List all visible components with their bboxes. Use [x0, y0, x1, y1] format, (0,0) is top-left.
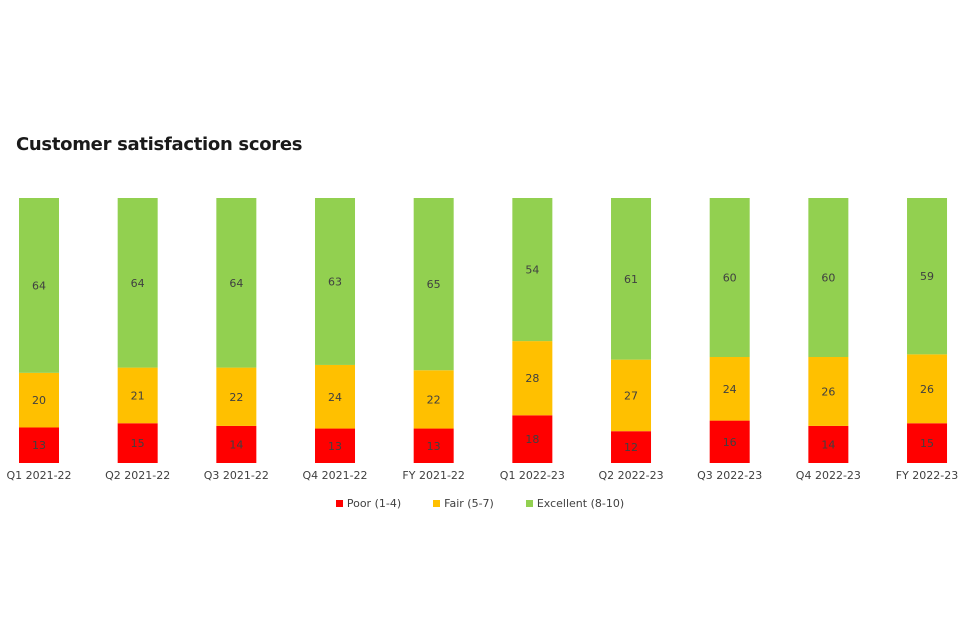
legend-swatch-poor [335, 500, 343, 507]
data-label-excellent-8: 60 [821, 272, 835, 285]
data-label-excellent-2: 64 [229, 277, 243, 290]
chart-title: Customer satisfaction scores [16, 134, 303, 155]
data-label-excellent-4: 65 [427, 278, 441, 291]
data-label-fair-7: 24 [723, 383, 737, 396]
bar-excellent-8[interactable] [808, 198, 849, 357]
data-label-poor-8: 14 [821, 438, 835, 451]
bar-excellent-6[interactable] [611, 198, 652, 360]
data-label-fair-3: 24 [328, 391, 342, 404]
bar-poor-8[interactable] [808, 425, 849, 463]
bar-poor-6[interactable] [611, 431, 652, 463]
data-label-poor-7: 16 [723, 436, 737, 449]
x-tick-label-1: Q2 2021-22 [105, 469, 170, 482]
data-label-excellent-1: 64 [131, 277, 145, 290]
legend-swatch-fair [433, 500, 441, 507]
x-tick-label-7: Q3 2022-23 [697, 469, 762, 482]
bar-excellent-0[interactable] [19, 198, 59, 373]
data-label-fair-8: 26 [821, 385, 835, 398]
bar-excellent-2[interactable] [216, 198, 257, 368]
bar-excellent-4[interactable] [413, 198, 454, 371]
bar-fair-2[interactable] [216, 367, 257, 426]
data-label-fair-9: 26 [920, 383, 934, 396]
bar-excellent-1[interactable] [117, 198, 158, 368]
bar-poor-9[interactable] [907, 423, 948, 463]
data-label-poor-6: 12 [624, 441, 638, 454]
legend-item-poor[interactable]: Poor (1-4) [335, 497, 402, 510]
data-label-excellent-9: 59 [920, 270, 934, 283]
data-label-poor-3: 13 [328, 440, 342, 453]
x-tick-label-8: Q4 2022-23 [796, 469, 861, 482]
data-label-poor-9: 15 [920, 437, 934, 450]
bar-poor-0[interactable] [19, 427, 59, 463]
legend-swatch-excellent [525, 500, 533, 507]
bar-fair-0[interactable] [19, 372, 59, 428]
legend-label-fair: Fair (5-7) [444, 497, 494, 510]
data-label-excellent-0: 64 [32, 279, 46, 292]
legend: Poor (1-4) Fair (5-7) Excellent (8-10) [0, 497, 960, 510]
bar-poor-4[interactable] [413, 428, 454, 463]
bars-group: 13 20 64 15 21 64 14 22 64 13 24 63 13 22 65 18 28 54 12 27… [19, 198, 948, 463]
bar-fair-7[interactable] [709, 357, 750, 421]
data-label-excellent-6: 61 [624, 273, 638, 286]
data-label-poor-2: 14 [229, 438, 243, 451]
bar-fair-6[interactable] [611, 359, 652, 432]
legend-label-excellent: Excellent (8-10) [536, 497, 625, 510]
x-tick-label-6: Q2 2022-23 [598, 469, 663, 482]
data-label-poor-0: 13 [32, 439, 46, 452]
bar-fair-3[interactable] [315, 364, 356, 429]
data-label-poor-5: 18 [525, 433, 539, 446]
bar-poor-2[interactable] [216, 425, 257, 463]
x-tick-label-2: Q3 2021-22 [204, 469, 269, 482]
x-axis-labels: Q1 2021-22 Q2 2021-22 Q3 2021-22 Q4 2021-22… [6, 469, 958, 482]
bar-poor-3[interactable] [315, 428, 356, 463]
bar-excellent-7[interactable] [709, 198, 750, 357]
bar-fair-8[interactable] [808, 357, 849, 426]
bar-poor-7[interactable] [709, 420, 750, 463]
bar-excellent-3[interactable] [315, 198, 356, 365]
x-tick-label-0: Q1 2021-22 [6, 469, 71, 482]
data-label-poor-1: 15 [131, 437, 145, 450]
data-label-fair-1: 21 [131, 389, 145, 402]
data-label-excellent-5: 54 [525, 264, 539, 277]
data-label-fair-5: 28 [525, 372, 539, 385]
x-tick-label-4: FY 2021-22 [402, 469, 465, 482]
data-label-excellent-3: 63 [328, 275, 342, 288]
bar-poor-5[interactable] [512, 415, 553, 463]
data-label-poor-4: 13 [427, 440, 441, 453]
x-tick-label-5: Q1 2022-23 [500, 469, 565, 482]
bar-fair-4[interactable] [413, 370, 454, 429]
bar-fair-9[interactable] [907, 354, 948, 424]
bar-fair-1[interactable] [117, 367, 158, 424]
data-label-fair-2: 22 [229, 391, 243, 404]
x-tick-label-9: FY 2022-23 [896, 469, 959, 482]
bar-fair-5[interactable] [512, 341, 553, 416]
data-label-fair-4: 22 [427, 393, 441, 406]
stacked-bar-chart: 13 20 64 15 21 64 14 22 64 13 24 63 13 22 65 18 28 54 12 27… [6, 198, 958, 482]
legend-label-poor: Poor (1-4) [346, 497, 402, 510]
legend-item-fair[interactable]: Fair (5-7) [433, 497, 494, 510]
data-label-excellent-7: 60 [723, 272, 737, 285]
bar-excellent-5[interactable] [512, 198, 553, 342]
bar-excellent-9[interactable] [907, 198, 948, 355]
x-tick-label-3: Q4 2021-22 [302, 469, 367, 482]
data-label-fair-0: 20 [32, 394, 46, 407]
data-label-fair-6: 27 [624, 389, 638, 402]
bar-poor-1[interactable] [117, 423, 158, 463]
legend-item-excellent[interactable]: Excellent (8-10) [525, 497, 625, 510]
